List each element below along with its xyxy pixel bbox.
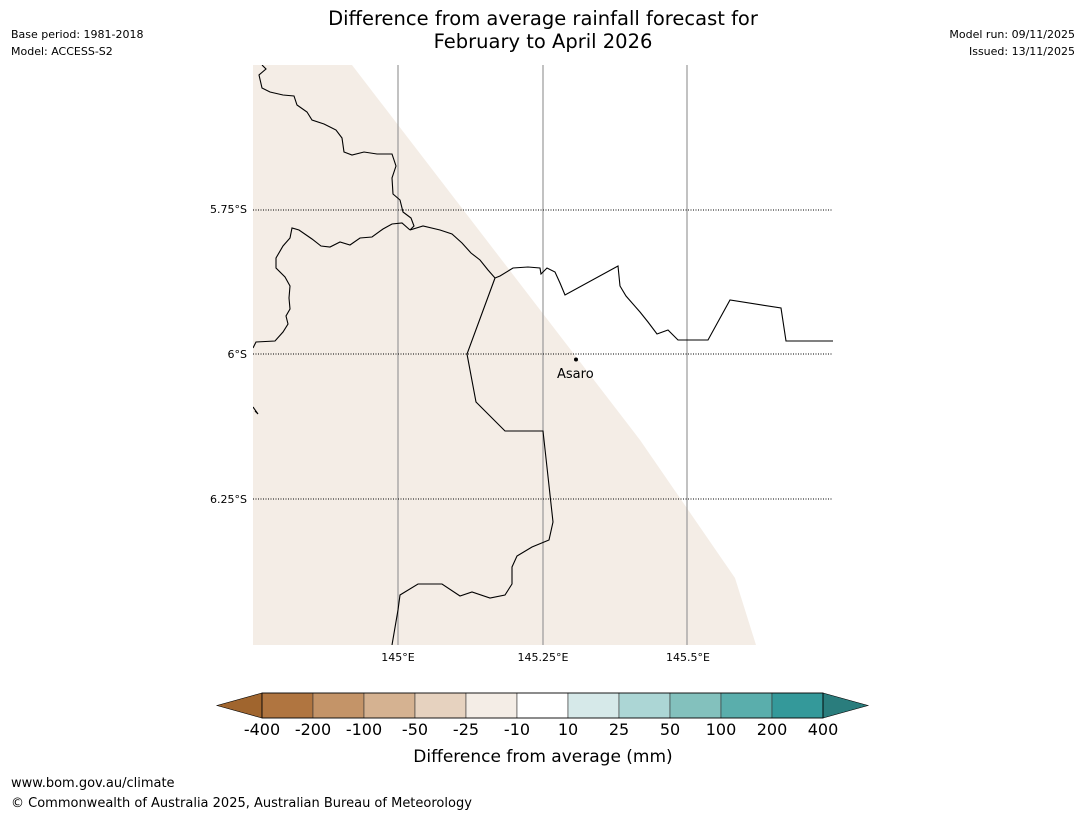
forecast-region	[253, 65, 756, 645]
footer-url[interactable]: www.bom.gov.au/climate	[11, 776, 175, 791]
colorbar-tick-label: -25	[453, 720, 479, 739]
footer-copyright: © Commonwealth of Australia 2025, Austra…	[11, 796, 472, 811]
boundary-northern	[258, 65, 415, 231]
colorbar-tick-label: -100	[346, 720, 382, 739]
map-title: Difference from average rainfall forecas…	[243, 7, 843, 53]
colorbar-border	[261, 692, 824, 719]
boundary-west-fragment	[253, 406, 259, 415]
title-line-1: Difference from average rainfall forecas…	[328, 7, 758, 30]
colorbar-swatch	[363, 692, 416, 719]
colorbar-tick-label: 10	[558, 720, 578, 739]
colorbar-swatch	[567, 692, 620, 719]
colorbar-tick-label: -200	[295, 720, 331, 739]
issued-text: Issued: 13/11/2025	[968, 45, 1075, 58]
colorbar-swatch	[414, 692, 467, 719]
colorbar-swatch	[618, 692, 671, 719]
colorbar-tick-label: 100	[706, 720, 737, 739]
colorbar-swatch	[261, 692, 314, 719]
place-marker	[574, 357, 578, 362]
colorbar-tick-label: 50	[660, 720, 680, 739]
model-text: Model: ACCESS-S2	[11, 45, 113, 58]
colorbar-extension-left	[215, 692, 263, 719]
colorbar-labels: -400 -200 -100 -50 -25 -10 10 25 50 100 200 400	[244, 720, 838, 739]
model-run-text: Model run: 09/11/2025	[949, 28, 1075, 41]
colorbar-swatch	[516, 692, 569, 719]
colorbar-swatch	[771, 692, 824, 719]
lon-label: 145.25°E	[518, 651, 569, 664]
colorbar-tick-label: 400	[808, 720, 839, 739]
base-period-text: Base period: 1981-2018	[11, 28, 144, 41]
colorbar: -400 -200 -100 -50 -25 -10 10 25 50 100 200 400 Dif…	[215, 692, 870, 767]
boundary-central	[253, 222, 411, 349]
map-panel: Asaro 5.75°S 6°S 6.25°S 145°E 145.25°E 1…	[210, 65, 833, 664]
colorbar-tick-label: -50	[402, 720, 428, 739]
lat-label: 5.75°S	[210, 203, 247, 216]
colorbar-tick-label: -10	[504, 720, 530, 739]
colorbar-tick-label: 200	[757, 720, 788, 739]
boundary-east	[409, 225, 833, 342]
lon-label: 145.5°E	[666, 651, 710, 664]
colorbar-extension-right	[822, 692, 870, 719]
meta-left: Base period: 1981-2018 Model: ACCESS-S2	[11, 26, 143, 60]
colorbar-swatches	[215, 692, 870, 719]
colorbar-swatch	[312, 692, 365, 719]
colorbar-tick-label: -400	[244, 720, 280, 739]
province-boundaries	[253, 65, 833, 645]
title-line-2: February to April 2026	[433, 30, 653, 53]
lon-label: 145°E	[381, 651, 414, 664]
lat-label: 6.25°S	[210, 493, 247, 506]
meta-right: Model run: 09/11/2025 Issued: 13/11/2025	[949, 26, 1075, 60]
colorbar-swatch	[669, 692, 722, 719]
colorbar-swatch	[720, 692, 773, 719]
colorbar-tick-label: 25	[609, 720, 629, 739]
colorbar-swatch	[465, 692, 518, 719]
boundary-south	[391, 277, 554, 645]
place-label: Asaro	[557, 367, 594, 382]
lat-label: 6°S	[228, 348, 247, 361]
colorbar-title: Difference from average (mm)	[413, 747, 672, 767]
